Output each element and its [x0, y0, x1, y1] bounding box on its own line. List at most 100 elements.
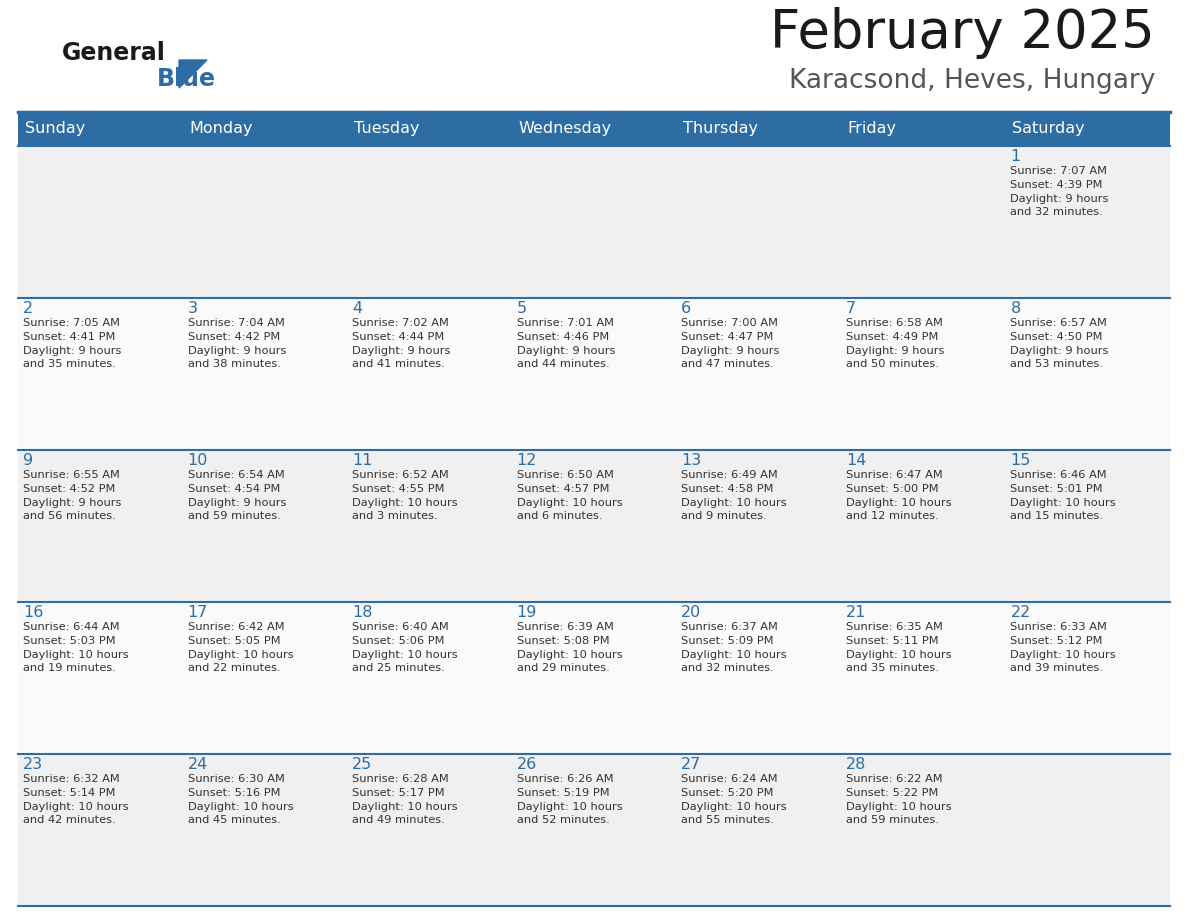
Text: and 3 minutes.: and 3 minutes. [352, 511, 437, 521]
Text: Sunrise: 6:46 AM: Sunrise: 6:46 AM [1011, 470, 1107, 480]
Bar [183, 450, 347, 602]
Text: Daylight: 9 hours: Daylight: 9 hours [517, 345, 615, 355]
Text: Sunrise: 7:02 AM: Sunrise: 7:02 AM [352, 318, 449, 328]
Text: and 6 minutes.: and 6 minutes. [517, 511, 602, 521]
Text: Sunset: 4:41 PM: Sunset: 4:41 PM [23, 331, 115, 341]
Text: Sunrise: 7:07 AM: Sunrise: 7:07 AM [1011, 166, 1107, 176]
Bar [347, 602, 512, 754]
Text: Sunset: 5:09 PM: Sunset: 5:09 PM [681, 636, 773, 645]
Text: Sunrise: 6:50 AM: Sunrise: 6:50 AM [517, 470, 613, 480]
Text: 7: 7 [846, 301, 857, 316]
Text: 2: 2 [23, 301, 33, 316]
Text: Sunrise: 6:55 AM: Sunrise: 6:55 AM [23, 470, 120, 480]
Text: Sunrise: 6:49 AM: Sunrise: 6:49 AM [681, 470, 778, 480]
Bar [1005, 450, 1170, 602]
Text: Sunset: 4:54 PM: Sunset: 4:54 PM [188, 484, 280, 494]
Text: Sunrise: 6:26 AM: Sunrise: 6:26 AM [517, 774, 613, 784]
Text: and 59 minutes.: and 59 minutes. [188, 511, 280, 521]
Text: Sunset: 4:50 PM: Sunset: 4:50 PM [1011, 331, 1102, 341]
Bar [183, 754, 347, 906]
Text: Daylight: 10 hours: Daylight: 10 hours [188, 650, 293, 660]
Text: Sunset: 5:00 PM: Sunset: 5:00 PM [846, 484, 939, 494]
Text: Sunrise: 6:32 AM: Sunrise: 6:32 AM [23, 774, 120, 784]
Text: Daylight: 10 hours: Daylight: 10 hours [681, 498, 786, 508]
Text: Daylight: 10 hours: Daylight: 10 hours [1011, 650, 1116, 660]
Text: and 45 minutes.: and 45 minutes. [188, 815, 280, 825]
Text: 25: 25 [352, 757, 372, 772]
Text: and 19 minutes.: and 19 minutes. [23, 664, 116, 674]
Bar [347, 146, 512, 298]
Text: Daylight: 9 hours: Daylight: 9 hours [1011, 194, 1108, 204]
Text: 27: 27 [681, 757, 702, 772]
Bar [841, 298, 1005, 450]
Bar [841, 754, 1005, 906]
Bar [676, 146, 841, 298]
Bar [676, 450, 841, 602]
Text: Daylight: 10 hours: Daylight: 10 hours [352, 650, 457, 660]
Text: and 32 minutes.: and 32 minutes. [681, 664, 775, 674]
Text: 8: 8 [1011, 301, 1020, 316]
Bar [676, 298, 841, 450]
Text: Sunset: 5:12 PM: Sunset: 5:12 PM [1011, 636, 1102, 645]
Text: 15: 15 [1011, 453, 1031, 468]
Bar [512, 298, 676, 450]
Text: Daylight: 10 hours: Daylight: 10 hours [846, 650, 952, 660]
Text: and 47 minutes.: and 47 minutes. [681, 360, 775, 369]
Bar [18, 112, 1170, 146]
Text: Sunset: 5:11 PM: Sunset: 5:11 PM [846, 636, 939, 645]
Text: Daylight: 10 hours: Daylight: 10 hours [846, 801, 952, 812]
Text: Karacsond, Heves, Hungary: Karacsond, Heves, Hungary [789, 68, 1155, 94]
Text: and 32 minutes.: and 32 minutes. [1011, 207, 1104, 218]
Text: Sunset: 5:16 PM: Sunset: 5:16 PM [188, 788, 280, 798]
Text: Blue: Blue [157, 67, 216, 91]
Text: Daylight: 10 hours: Daylight: 10 hours [517, 650, 623, 660]
Text: 6: 6 [681, 301, 691, 316]
Bar [512, 754, 676, 906]
Text: Daylight: 10 hours: Daylight: 10 hours [23, 801, 128, 812]
Bar [18, 450, 183, 602]
Text: and 44 minutes.: and 44 minutes. [517, 360, 609, 369]
Bar [841, 146, 1005, 298]
Text: Sunset: 4:49 PM: Sunset: 4:49 PM [846, 331, 939, 341]
Bar [512, 450, 676, 602]
Bar [676, 754, 841, 906]
Text: Sunrise: 6:58 AM: Sunrise: 6:58 AM [846, 318, 943, 328]
Text: Sunrise: 7:04 AM: Sunrise: 7:04 AM [188, 318, 284, 328]
Bar [347, 450, 512, 602]
Text: 28: 28 [846, 757, 866, 772]
Bar [1005, 754, 1170, 906]
Text: Daylight: 9 hours: Daylight: 9 hours [1011, 345, 1108, 355]
Text: Sunset: 5:22 PM: Sunset: 5:22 PM [846, 788, 939, 798]
Text: Sunrise: 6:33 AM: Sunrise: 6:33 AM [1011, 622, 1107, 632]
Text: 9: 9 [23, 453, 33, 468]
Text: Daylight: 10 hours: Daylight: 10 hours [352, 801, 457, 812]
Text: Wednesday: Wednesday [519, 121, 612, 137]
Text: and 53 minutes.: and 53 minutes. [1011, 360, 1104, 369]
Text: Sunset: 4:52 PM: Sunset: 4:52 PM [23, 484, 115, 494]
Text: Daylight: 10 hours: Daylight: 10 hours [188, 801, 293, 812]
Text: Sunday: Sunday [25, 121, 86, 137]
Text: and 35 minutes.: and 35 minutes. [846, 664, 939, 674]
Text: Daylight: 10 hours: Daylight: 10 hours [681, 650, 786, 660]
Text: Friday: Friday [848, 121, 897, 137]
Text: 13: 13 [681, 453, 702, 468]
Text: Sunset: 4:58 PM: Sunset: 4:58 PM [681, 484, 773, 494]
Bar [18, 298, 183, 450]
Bar [183, 146, 347, 298]
Text: 12: 12 [517, 453, 537, 468]
Text: and 55 minutes.: and 55 minutes. [681, 815, 775, 825]
Text: and 29 minutes.: and 29 minutes. [517, 664, 609, 674]
Text: Sunset: 5:01 PM: Sunset: 5:01 PM [1011, 484, 1102, 494]
Text: Sunset: 4:57 PM: Sunset: 4:57 PM [517, 484, 609, 494]
Text: 22: 22 [1011, 605, 1031, 620]
Text: Daylight: 9 hours: Daylight: 9 hours [23, 345, 121, 355]
Bar [347, 754, 512, 906]
Text: and 9 minutes.: and 9 minutes. [681, 511, 767, 521]
Text: Sunrise: 6:22 AM: Sunrise: 6:22 AM [846, 774, 942, 784]
Text: Sunrise: 6:47 AM: Sunrise: 6:47 AM [846, 470, 942, 480]
Text: Daylight: 10 hours: Daylight: 10 hours [517, 498, 623, 508]
Text: Daylight: 9 hours: Daylight: 9 hours [188, 498, 286, 508]
Text: 4: 4 [352, 301, 362, 316]
Text: General: General [62, 41, 166, 65]
Text: Sunset: 5:05 PM: Sunset: 5:05 PM [188, 636, 280, 645]
